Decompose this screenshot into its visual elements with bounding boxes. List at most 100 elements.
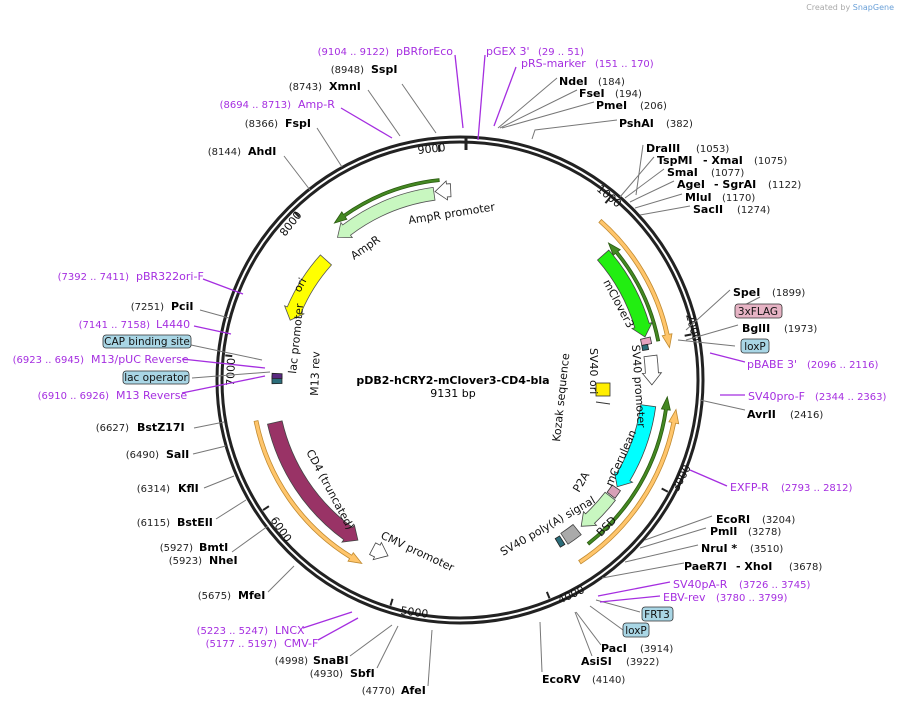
feature-mclover3[interactable] [596, 249, 653, 338]
feature-sv40-polya[interactable] [560, 523, 582, 545]
feature-sv40-promoter[interactable] [641, 354, 663, 386]
label-p2a: P2A [570, 469, 592, 494]
enzyme-pmei[interactable]: PmeI [596, 99, 627, 112]
primer-sv40pro-f[interactable]: SV40pro-F [748, 390, 805, 403]
enzyme-xmai[interactable]: - XmaI [703, 154, 743, 167]
label-sv40-promoter: SV40 promoter [629, 344, 648, 428]
enzyme-afei[interactable]: AfeI [401, 684, 426, 697]
enzyme-kfli[interactable]: KflI [178, 482, 199, 495]
primer-m13-reverse[interactable]: M13 Reverse [116, 389, 187, 402]
enzyme-agei[interactable]: AgeI [677, 178, 705, 191]
feature-frt3[interactable]: FRT3 [641, 606, 674, 622]
feature-cap-binding-site[interactable]: CAP binding site [102, 334, 192, 349]
enzyme-pos-fsei: (194) [615, 89, 642, 100]
feature-loxp-2[interactable]: loxP [622, 622, 650, 638]
feature-arcs [253, 178, 680, 565]
primer-pbabe-3[interactable]: pBABE 3' [747, 358, 797, 371]
primer-sv40pa-r[interactable]: SV40pA-R [673, 578, 728, 591]
orf-arc-cd4[interactable] [253, 420, 363, 564]
feature-loxp-1[interactable]: loxP [740, 338, 770, 354]
enzyme-bstz17i[interactable]: BstZ17I [137, 421, 185, 434]
enzyme-smai[interactable]: SmaI [667, 166, 698, 179]
enzyme-fsei[interactable]: FseI [579, 87, 605, 100]
sv40-ori-mark[interactable] [595, 382, 611, 397]
enzyme-pos-pmli: (3278) [748, 527, 781, 538]
primer-prs-marker[interactable]: pRS-marker [521, 57, 586, 70]
enzyme-ecorv[interactable]: EcoRV [542, 673, 581, 686]
enzyme-bmti[interactable]: BmtI [199, 541, 228, 554]
primer-m13-puc-reverse[interactable]: M13/pUC Reverse [91, 353, 189, 366]
dark-green-arc-mcerulean[interactable] [586, 395, 671, 546]
enzyme-pshai[interactable]: PshAI [619, 117, 654, 130]
enzyme-ahdi[interactable]: AhdI [248, 145, 276, 158]
credit-brand: SnapGene [852, 3, 894, 12]
feature-bsd[interactable] [580, 491, 616, 527]
enzyme-ndei[interactable]: NdeI [559, 75, 588, 88]
enzyme-avrii[interactable]: AvrII [747, 408, 776, 421]
lac-operator-label: lac operator [124, 372, 188, 384]
enzyme-asisi[interactable]: AsiSI [581, 655, 612, 668]
enzyme-nhei[interactable]: NheI [209, 554, 238, 567]
feature-p2a-arc[interactable] [606, 484, 622, 499]
enzyme-bsteii[interactable]: BstEII [177, 516, 213, 529]
feature-sv40-polya-mark[interactable] [554, 535, 566, 548]
primer-l4440[interactable]: L4440 [156, 318, 190, 331]
enzyme-fspi[interactable]: FspI [285, 117, 311, 130]
primer-exfp-r[interactable]: EXFP-R [730, 481, 769, 494]
primer-range-amp-r: (8694 .. 8713) [220, 100, 292, 111]
enzyme-draiii[interactable]: DraIII [646, 142, 680, 155]
enzyme-spei[interactable]: SpeI [733, 286, 760, 299]
feature-m13-rev[interactable] [271, 372, 283, 380]
feature-loxp-arc[interactable] [641, 343, 650, 351]
feature-lac-operator[interactable]: lac operator [122, 370, 190, 385]
primer-ebv-rev[interactable]: EBV-rev [663, 591, 706, 604]
enzyme-pos-xmai: (1075) [754, 156, 787, 167]
enzyme-pos-bsteii: (6115) [137, 518, 170, 529]
tick-mark-7000 [225, 354, 233, 358]
orf-arc-mclover3[interactable] [598, 218, 673, 349]
primer-pgex-3[interactable]: pGEX 3' [486, 45, 530, 58]
primer-pbr322ori-f[interactable]: pBR322ori-F [136, 270, 204, 283]
dark-green-arc-mclover3[interactable] [607, 242, 661, 342]
enzyme-sali[interactable]: SalI [166, 448, 189, 461]
primer-amp-r[interactable]: Amp-R [298, 98, 335, 111]
feature-cmv-promoter[interactable] [369, 541, 389, 561]
enzyme-paci[interactable]: PacI [601, 642, 627, 655]
enzyme-tspmi[interactable]: TspMI [657, 154, 693, 167]
enzyme-sgrai[interactable]: - SgrAI [714, 178, 756, 191]
feature-ori[interactable] [283, 254, 333, 321]
enzyme-pos-sali: (6490) [126, 450, 159, 461]
primer-pbrforeco[interactable]: pBRforEco [396, 45, 453, 58]
enzyme-xmni[interactable]: XmnI [329, 80, 361, 93]
feature-mcerulean[interactable] [613, 404, 657, 488]
enzyme-paer7i[interactable]: PaeR7I [684, 560, 727, 573]
kozak-mark[interactable] [595, 401, 611, 405]
enzyme-pos-paci: (3914) [640, 644, 673, 655]
enzyme-nrui[interactable]: NruI * [701, 542, 737, 555]
enzyme-pos-pcii: (7251) [131, 302, 164, 313]
primer-cmv-f[interactable]: CMV-F [284, 637, 318, 650]
tick-9000: 9000 [417, 141, 446, 157]
orf-arc-mcerulean[interactable] [578, 408, 680, 565]
enzyme-sacii[interactable]: SacII [693, 203, 723, 216]
enzyme-pcii[interactable]: PciI [171, 300, 193, 313]
feature-ampr-promoter[interactable] [434, 180, 452, 201]
feature-ampr[interactable] [336, 186, 436, 239]
enzyme-mlui[interactable]: MluI [685, 191, 712, 204]
enzyme-ecori[interactable]: EcoRI [716, 513, 750, 526]
enzyme-xhoi[interactable]: - XhoI [736, 560, 772, 573]
primer-lncx[interactable]: LNCX [275, 624, 305, 637]
enzyme-sspi[interactable]: SspI [371, 63, 397, 76]
enzyme-mfei[interactable]: MfeI [238, 589, 265, 602]
label-kozak-sequence: Kozak sequence [550, 352, 572, 442]
frt3-label: FRT3 [644, 609, 670, 621]
enzyme-snabi[interactable]: SnaBI [313, 654, 349, 667]
feature-cd4-truncated[interactable] [267, 420, 359, 543]
enzyme-bglii[interactable]: BglII [742, 322, 770, 335]
enzyme-pmli[interactable]: PmlI [710, 525, 737, 538]
primer-range-l4440: (7141 .. 7158) [79, 320, 151, 331]
feature-3xflag[interactable]: 3xFLAG [734, 303, 783, 319]
tick-6000: 6000 [268, 514, 295, 544]
enzyme-sbfi[interactable]: SbfI [350, 667, 375, 680]
dark-green-arc-ampr[interactable] [333, 178, 440, 224]
